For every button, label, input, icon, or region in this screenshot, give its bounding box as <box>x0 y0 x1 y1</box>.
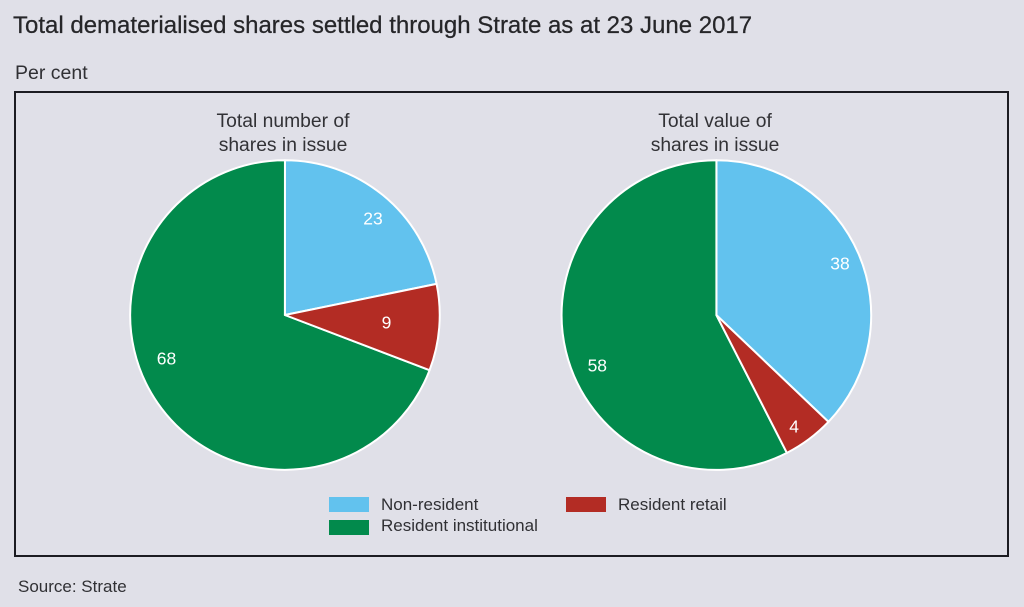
svg-text:4: 4 <box>789 417 799 437</box>
svg-text:38: 38 <box>830 254 849 274</box>
svg-text:58: 58 <box>588 356 607 376</box>
svg-text:68: 68 <box>157 349 176 369</box>
svg-text:9: 9 <box>382 312 392 332</box>
svg-text:23: 23 <box>363 209 382 229</box>
